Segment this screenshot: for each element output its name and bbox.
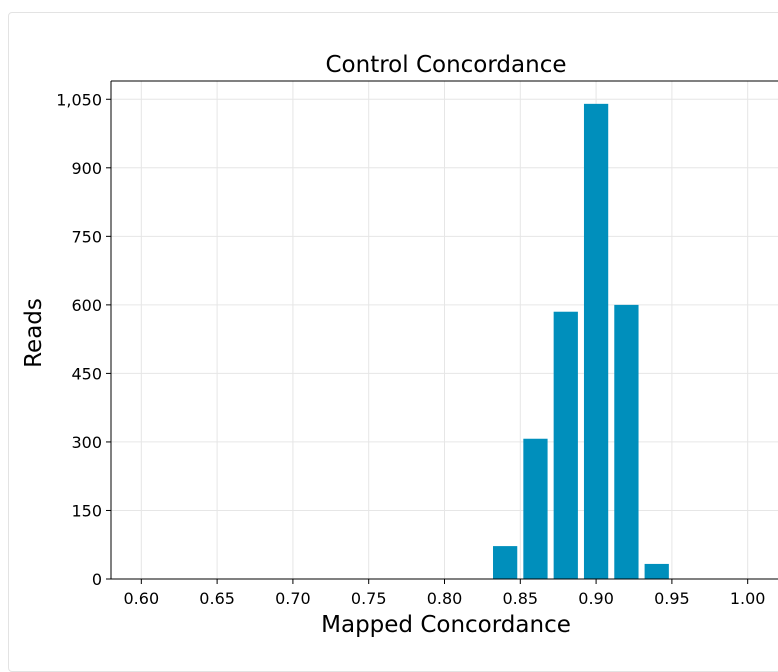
y-tick-label: 600	[71, 296, 102, 315]
y-tick-labels: 0 150 300 450 600 750 900 1,050	[56, 90, 111, 589]
grid-lines	[111, 81, 778, 580]
y-tick-label: 1,050	[56, 90, 102, 109]
x-tick-label: 1.00	[730, 589, 766, 608]
x-tick-label: 0.95	[654, 589, 690, 608]
chart-title: Control Concordance	[326, 52, 567, 78]
y-tick-label: 750	[71, 227, 102, 246]
bar	[644, 563, 669, 579]
y-axis-label: Reads	[21, 298, 47, 368]
histogram-chart: 0.60 0.65 0.70 0.75 0.80 0.85 0.90 0.95 1.00 0 15…	[21, 52, 778, 638]
y-tick-label: 150	[71, 501, 102, 520]
bar	[583, 103, 609, 579]
x-tick-label: 0.75	[351, 589, 387, 608]
bar	[614, 304, 639, 579]
chart-card	[8, 12, 778, 672]
bar-series	[493, 103, 669, 579]
x-tick-label: 0.60	[124, 589, 160, 608]
y-tick-label: 300	[71, 433, 102, 452]
x-tick-label: 0.65	[199, 589, 235, 608]
y-tick-label: 900	[71, 159, 102, 178]
x-tick-label: 0.90	[578, 589, 614, 608]
x-tick-labels: 0.60 0.65 0.70 0.75 0.80 0.85 0.90 0.95 1.00	[124, 579, 766, 608]
bar	[553, 311, 578, 579]
x-axis-label: Mapped Concordance	[321, 612, 571, 638]
bar	[523, 438, 548, 579]
bar	[493, 546, 518, 579]
x-tick-label: 0.80	[427, 589, 463, 608]
y-tick-label: 0	[92, 570, 102, 589]
y-tick-label: 450	[71, 364, 102, 383]
x-tick-label: 0.85	[502, 589, 538, 608]
x-tick-label: 0.70	[275, 589, 311, 608]
